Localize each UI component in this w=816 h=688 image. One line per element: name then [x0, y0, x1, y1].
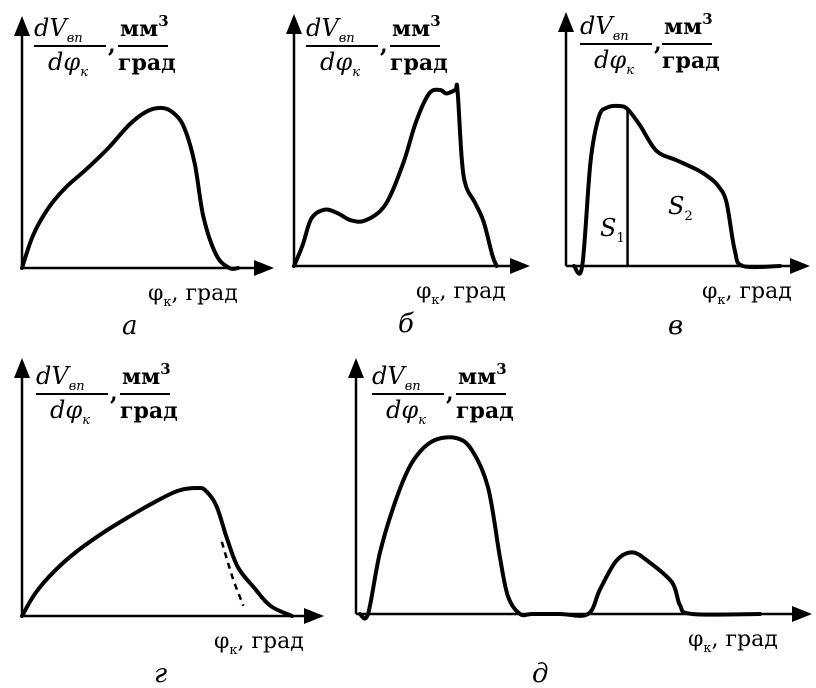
panel-v: dVвп dφк , мм3 град φк, град в S1 S2: [558, 10, 810, 341]
svg-text:dVвп: dVвп: [372, 362, 421, 394]
svg-text:град: град: [120, 398, 178, 424]
svg-text:dφк: dφк: [386, 396, 426, 428]
svg-text:dVвп: dVвп: [580, 12, 629, 44]
svg-text:dVвп: dVвп: [36, 362, 85, 394]
svg-text:град: град: [118, 50, 176, 76]
svg-text:,: ,: [380, 32, 388, 58]
curve-v: [572, 103, 782, 276]
svg-text:мм3: мм3: [392, 12, 441, 42]
xlabel-v: φк, град: [702, 279, 792, 308]
svg-text:мм3: мм3: [120, 12, 169, 42]
svg-text:dφк: dφк: [320, 48, 360, 80]
svg-text:dφк: dφк: [594, 46, 634, 78]
svg-text:,: ,: [110, 380, 118, 406]
svg-text:dVвп: dVвп: [306, 14, 355, 46]
xlabel-a: φк, град: [148, 281, 238, 310]
svg-text:мм3: мм3: [458, 360, 507, 390]
svg-text:dφк: dφк: [48, 48, 88, 80]
curve-a: [20, 105, 240, 271]
svg-text:dVвп: dVвп: [34, 14, 83, 46]
svg-text:,: ,: [108, 32, 116, 58]
panel-a: dVвп dφк , мм3 град φк, град а: [13, 12, 274, 341]
svg-text:dφк: dφк: [50, 396, 90, 428]
ylabel-b: dVвп dφк , мм3 град: [306, 12, 448, 80]
panel-b: dVвп dφк , мм3 град φк, град б: [286, 12, 530, 339]
ylabel-v: dVвп dφк , мм3 град: [580, 10, 720, 78]
caption-b: б: [398, 309, 414, 339]
region-label-s1: S1: [600, 214, 625, 246]
panel-d: dVвп dφк , мм3 град φк, град д: [348, 358, 812, 688]
curve-g: [20, 485, 294, 618]
caption-d: д: [532, 659, 548, 688]
caption-v: в: [668, 311, 683, 341]
curve-d: [358, 435, 762, 621]
ylabel-a: dVвп dφк , мм3 град: [34, 12, 176, 80]
dashed-branch-g: [220, 541, 245, 607]
svg-text:мм3: мм3: [664, 10, 713, 40]
caption-g: г: [154, 659, 167, 688]
caption-a: а: [122, 311, 138, 341]
region-label-s2: S2: [668, 192, 693, 224]
panel-g: dVвп dφк , мм3 град φк, град г: [13, 358, 324, 688]
svg-text:град: град: [662, 48, 720, 74]
ylabel-d: dVвп dφк , мм3 град: [372, 360, 514, 428]
xlabel-g: φк, град: [214, 629, 304, 658]
svg-text:,: ,: [654, 30, 662, 56]
curve-b: [292, 82, 499, 268]
xlabel-d: φк, град: [688, 627, 778, 656]
ylabel-g: dVвп dφк , мм3 град: [36, 360, 178, 428]
svg-text:град: град: [456, 398, 514, 424]
svg-text:град: град: [390, 50, 448, 76]
svg-text:мм3: мм3: [122, 360, 171, 390]
svg-text:,: ,: [446, 380, 454, 406]
xlabel-b: φк, град: [416, 279, 506, 308]
